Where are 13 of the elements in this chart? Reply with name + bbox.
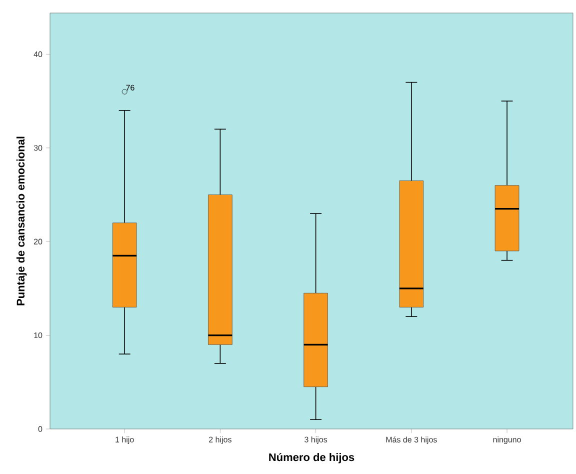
y-axis-title: Puntaje de cansancio emocional [16, 136, 27, 306]
x-tick-label: 3 hijos [304, 436, 328, 444]
y-tick-label: 0 [38, 426, 42, 432]
x-tick-label: ninguno [493, 436, 521, 444]
y-tick-label: 20 [34, 238, 42, 244]
y-tick-label: 40 [34, 51, 42, 58]
y-tick-label: 10 [34, 332, 42, 338]
x-tick-label: Más de 3 hijos [386, 436, 437, 444]
y-tick-label: 30 [34, 145, 42, 151]
x-axis-title: Número de hijos [269, 452, 354, 464]
annotation: 76 [126, 84, 134, 90]
x-tick-label: 1 hijo [116, 436, 134, 444]
x-tick-label: 2 hijos [209, 436, 232, 444]
